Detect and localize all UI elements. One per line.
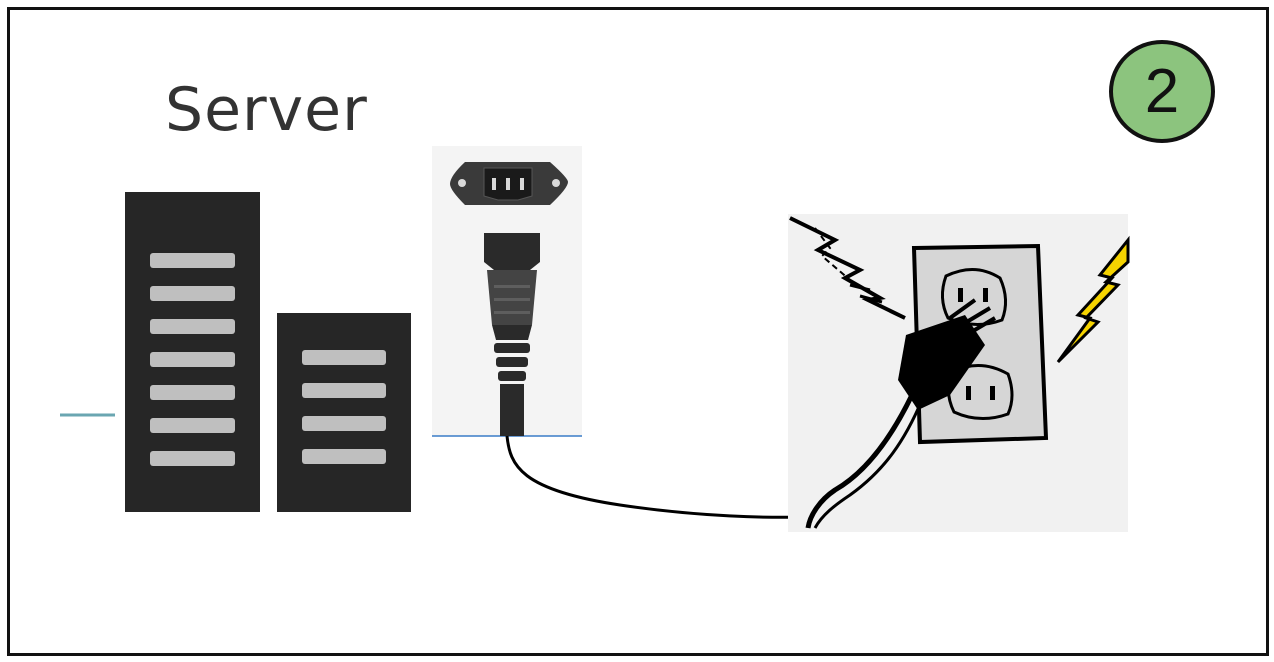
power-connector-icon	[432, 146, 582, 437]
power-cable-icon	[505, 435, 806, 519]
step-badge: 2	[1109, 40, 1215, 143]
lightning-icon	[1056, 235, 1130, 364]
server-rack-icon	[125, 192, 411, 512]
server-label: Server	[165, 75, 368, 145]
wall-outlet-icon	[788, 214, 1128, 532]
